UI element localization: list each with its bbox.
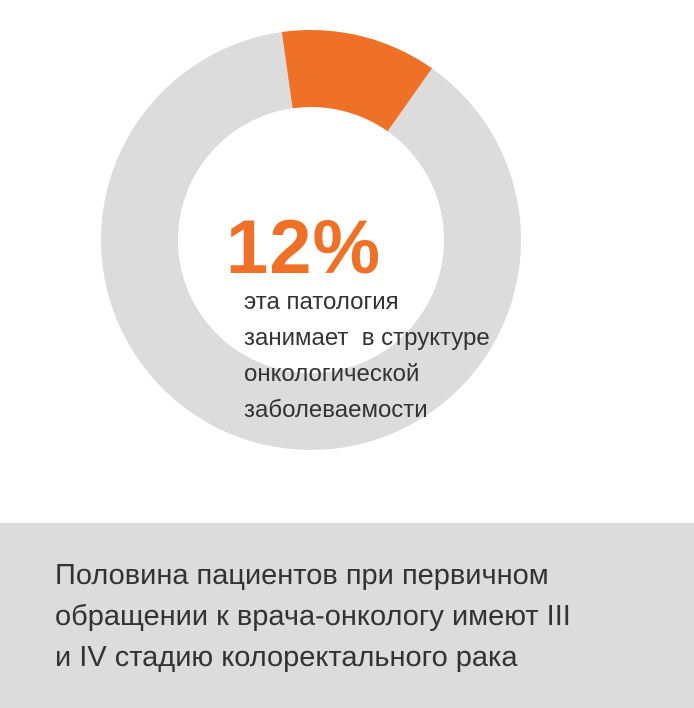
footer-line: Половина пациентов при первичном — [55, 559, 549, 591]
donut-slice-highlight — [281, 30, 433, 132]
footer-line: обращении к врача-онкологу имеют III — [55, 600, 571, 632]
caption-line: онкологической — [244, 360, 420, 387]
donut-chart — [101, 30, 521, 451]
percent-value: 12% — [226, 205, 382, 290]
footer-panel: Половина пациентов при первичном обращен… — [0, 523, 694, 708]
caption-line: заболеваемости — [244, 396, 428, 423]
caption-line: занимает в структуре — [244, 324, 490, 351]
donut-slice-remainder — [101, 32, 521, 451]
footer-text: Половина пациентов при первичном обращен… — [55, 555, 685, 678]
footer-line: и IV стадию колоректального рака — [55, 641, 518, 673]
center-caption: эта патология занимает в структуре онкол… — [244, 284, 574, 428]
caption-line: эта патология — [244, 288, 399, 315]
